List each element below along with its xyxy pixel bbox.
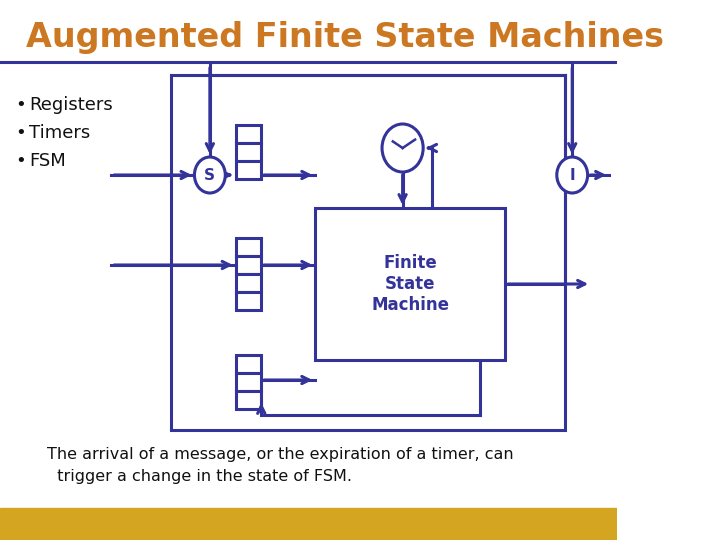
Text: The arrival of a message, or the expiration of a timer, can: The arrival of a message, or the expirat… [47,448,514,462]
Text: Finite
State
Machine: Finite State Machine [372,254,449,314]
Text: Timers: Timers [29,124,91,142]
Bar [235,274,261,292]
Text: •: • [15,96,26,114]
Bar [0,508,617,540]
Bar [235,143,261,161]
Bar [235,391,261,409]
Bar [235,256,261,274]
Bar [235,355,261,373]
Bar [235,373,261,391]
Bar [235,161,261,179]
Text: I: I [570,167,575,183]
Circle shape [557,157,588,193]
Bar [235,238,261,256]
Text: trigger a change in the state of FSM.: trigger a change in the state of FSM. [47,469,352,484]
Text: Augmented Finite State Machines: Augmented Finite State Machines [26,22,664,55]
Text: •: • [15,124,26,142]
Bar [235,125,261,143]
Circle shape [382,124,423,172]
Bar [235,292,261,310]
Text: S: S [204,167,215,183]
Bar [171,75,565,430]
Bar [315,208,505,360]
Text: Registers: Registers [29,96,113,114]
Text: FSM: FSM [29,152,66,170]
Text: •: • [15,152,26,170]
Circle shape [194,157,225,193]
